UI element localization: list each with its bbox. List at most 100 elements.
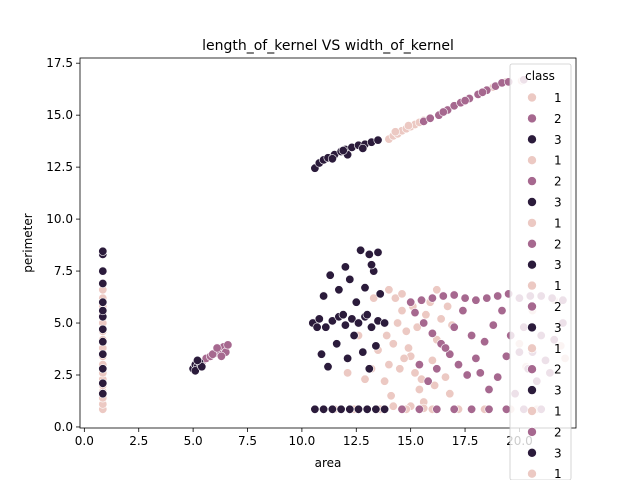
data-point-class-3 [340, 320, 350, 330]
data-point-class-1 [427, 355, 437, 365]
y-tick-label: 7.5 [54, 264, 73, 278]
data-point-class-3 [323, 362, 333, 372]
data-point-class-2 [497, 306, 507, 316]
legend: class 1 2 3 1 2 3 1 2 3 1 2 3 1 2 3 1 2 3 1 [509, 63, 572, 480]
legend-label: 2 [554, 112, 562, 126]
legend-marker [527, 385, 537, 395]
legend-marker [527, 343, 537, 354]
data-point-class-2 [467, 404, 477, 414]
legend-marker [527, 427, 537, 437]
data-point-class-2 [493, 291, 503, 301]
chart-title: length_of_kernel VS width_of_kernel [202, 38, 454, 54]
y-tick-label: 17.5 [46, 56, 73, 70]
legend-label: 1 [554, 342, 562, 356]
x-tick-label: 10.0 [289, 434, 316, 448]
data-point-class-1 [397, 289, 407, 299]
legend-label: 3 [554, 196, 562, 210]
x-tick-label: 15.0 [397, 434, 424, 448]
data-point-class-2 [432, 364, 442, 374]
data-point-class-2 [397, 404, 407, 414]
data-point-class-2 [501, 404, 511, 414]
data-point-class-1 [443, 301, 453, 311]
legend-marker [527, 468, 537, 479]
legend-marker [527, 239, 537, 249]
data-point-class-1 [390, 293, 400, 303]
data-point-class-3 [98, 349, 108, 359]
data-point-class-3 [98, 306, 108, 316]
data-point-class-3 [98, 337, 108, 347]
data-point-class-3 [358, 347, 368, 357]
data-point-class-3 [373, 247, 383, 257]
legend-label: 1 [554, 279, 562, 293]
data-point-class-3 [327, 316, 337, 326]
legend-title: class [525, 69, 555, 83]
legend-marker [527, 197, 537, 207]
data-point-class-3 [380, 318, 390, 328]
data-point-class-3 [193, 355, 203, 365]
data-point-class-3 [347, 314, 357, 324]
legend-label: 2 [554, 363, 562, 377]
legend-marker [527, 92, 537, 103]
data-point-class-1 [384, 285, 394, 295]
data-point-class-1 [445, 389, 455, 399]
data-point-class-2 [501, 351, 511, 361]
legend-label: 2 [554, 175, 562, 189]
data-point-class-2 [488, 320, 498, 330]
data-point-class-2 [480, 337, 490, 347]
x-tick-label: 12.5 [343, 434, 370, 448]
data-point-class-3 [98, 324, 108, 334]
legend-label: 2 [554, 300, 562, 314]
legend-label: 1 [554, 91, 562, 105]
x-tick-label: 2.5 [129, 434, 148, 448]
y-tick-label: 5.0 [54, 316, 73, 330]
data-point-class-3 [362, 310, 372, 320]
data-point-class-3 [364, 364, 374, 374]
data-point-class-2 [416, 295, 426, 305]
data-point-class-3 [345, 274, 355, 284]
data-point-class-2 [423, 376, 433, 386]
y-tick-label: 10.0 [46, 212, 73, 226]
data-point-class-3 [98, 389, 108, 399]
data-point-class-3 [338, 310, 348, 320]
data-point-class-2 [462, 370, 472, 380]
data-point-class-2 [216, 351, 226, 361]
data-point-class-2 [449, 290, 459, 300]
data-point-class-3 [373, 135, 383, 145]
data-point-class-1 [386, 391, 396, 401]
data-point-class-2 [493, 372, 503, 382]
data-point-class-2 [471, 353, 481, 363]
data-point-class-3 [358, 143, 368, 153]
data-point-class-3 [310, 404, 320, 414]
data-point-class-3 [327, 154, 337, 164]
data-point-class-2 [471, 295, 481, 305]
data-point-class-2 [484, 404, 494, 414]
data-point-class-3 [312, 322, 322, 332]
legend-label: 3 [554, 384, 562, 398]
data-point-class-1 [421, 310, 431, 320]
data-point-class-2 [208, 349, 218, 359]
data-point-class-3 [332, 339, 342, 349]
data-point-class-3 [197, 362, 207, 372]
data-point-class-3 [375, 289, 385, 299]
data-point-class-3 [349, 330, 359, 340]
data-point-class-1 [380, 376, 390, 386]
data-point-class-2 [475, 368, 485, 378]
data-point-class-1 [343, 368, 353, 378]
data-point-class-1 [369, 293, 379, 303]
data-point-class-3 [319, 291, 329, 301]
data-point-class-1 [401, 326, 411, 336]
data-point-class-1 [395, 364, 405, 374]
data-point-class-1 [388, 401, 398, 411]
legend-marker [527, 259, 537, 270]
data-point-class-3 [343, 353, 353, 363]
legend-marker [527, 134, 537, 145]
data-point-class-3 [356, 245, 366, 255]
data-point-class-3 [353, 404, 363, 414]
data-point-class-2 [440, 343, 450, 353]
data-point-class-3 [380, 404, 390, 414]
data-point-class-3 [98, 364, 108, 374]
data-point-class-1 [397, 306, 407, 316]
data-point-class-3 [345, 404, 355, 414]
legend-marker [527, 364, 537, 375]
data-point-class-3 [364, 249, 374, 259]
